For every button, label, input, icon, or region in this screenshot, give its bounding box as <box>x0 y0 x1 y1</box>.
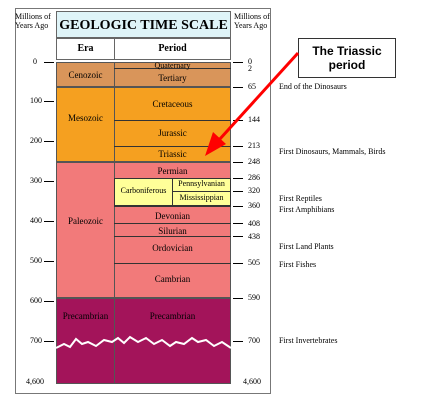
divider-triassic <box>114 146 231 147</box>
divider-quaternary <box>114 68 231 69</box>
left-tick-100 <box>44 101 54 102</box>
right-tick-65 <box>233 87 243 88</box>
left-tick-label-0: 0 <box>33 57 37 66</box>
right-tick-label-4600: 4,600 <box>243 377 261 386</box>
right-tick-label-65: 65 <box>248 82 256 91</box>
diagram-title: GEOLOGIC TIME SCALE <box>56 11 231 38</box>
era-mesozoic <box>56 87 115 162</box>
right-tick-213 <box>233 146 243 147</box>
right-tick-360 <box>233 206 243 207</box>
left-tick-label-400: 400 <box>30 216 42 225</box>
right-tick-label-2: 2 <box>248 64 252 73</box>
left-tick-200 <box>44 141 54 142</box>
divider-cambrian <box>114 263 231 264</box>
right-tick-label-144: 144 <box>248 115 260 124</box>
period-label-cretaceous: Cretaceous <box>152 99 193 109</box>
era-label-precambrian: Precambrian <box>62 311 109 321</box>
event-end-of-dinosaurs: End of the Dinosaurs <box>279 82 347 91</box>
callout-arrow <box>205 51 300 156</box>
left-tick-0 <box>44 62 54 63</box>
event-first-invertebrates: First Invertebrates <box>279 336 338 345</box>
period-label-triassic: Triassic <box>158 149 187 159</box>
left-tick-700 <box>44 341 54 342</box>
left-tick-400 <box>44 221 54 222</box>
right-tick-label-408: 408 <box>248 219 260 228</box>
right-tick-408 <box>233 223 243 224</box>
period-label-precambrian: Precambrian <box>149 311 196 321</box>
left-tick-500 <box>44 261 54 262</box>
period-label-mississippian: Mississippian <box>179 193 224 202</box>
period-label-ordovician: Ordovician <box>152 243 193 253</box>
right-tick-248 <box>233 162 243 163</box>
right-tick-label-505: 505 <box>248 258 260 267</box>
left-tick-300 <box>44 181 54 182</box>
period-label-cambrian: Cambrian <box>154 274 191 284</box>
period-label-silurian: Silurian <box>158 226 187 236</box>
right-tick-label-438: 438 <box>248 232 260 241</box>
left-tick-label-300: 300 <box>30 176 42 185</box>
period-column-header: Period <box>114 38 231 60</box>
right-tick-label-213: 213 <box>248 141 260 150</box>
right-tick-0 <box>233 62 243 63</box>
right-tick-label-360: 360 <box>248 201 260 210</box>
time-break-zigzag <box>56 335 231 349</box>
mississippian-box <box>172 191 231 206</box>
right-tick-label-700: 700 <box>248 336 260 345</box>
left-tick-label-700: 700 <box>30 336 42 345</box>
right-axis-label: Millions of Years Ago <box>234 12 270 30</box>
divider-jurassic <box>114 120 231 121</box>
event-first-land-plants: First Land Plants <box>279 242 334 251</box>
event-first-dinosaurs-mammals-birds: First Dinosaurs, Mammals, Birds <box>279 147 386 156</box>
period-label-jurassic: Jurassic <box>158 128 187 138</box>
left-tick-600 <box>44 301 54 302</box>
left-tick-label-100: 100 <box>30 96 42 105</box>
right-tick-label-286: 286 <box>248 173 260 182</box>
divider-ordovician <box>114 236 231 237</box>
period-label-devonian: Devonian <box>155 211 190 221</box>
triassic-callout: The Triassic period <box>298 38 396 78</box>
period-block-cenozoic <box>114 62 231 87</box>
carboniferous-box <box>114 178 173 206</box>
event-first-fishes: First Fishes <box>279 260 317 269</box>
period-label-carboniferous: Carboniferous <box>120 186 167 195</box>
period-label-permian: Permian <box>157 166 188 176</box>
left-tick-label-4600: 4,600 <box>26 377 44 386</box>
event-first-reptiles: First Reptiles <box>279 194 322 203</box>
event-first-amphibians: First Amphibians <box>279 205 335 214</box>
right-tick-505 <box>233 263 243 264</box>
right-tick-label-590: 590 <box>248 293 260 302</box>
right-tick-label-0: 0 <box>248 57 252 66</box>
period-label-tertiary: Tertiary <box>158 73 187 83</box>
left-tick-label-600: 600 <box>30 296 42 305</box>
divider-devonian <box>114 206 231 207</box>
right-tick-700 <box>233 341 243 342</box>
left-tick-label-500: 500 <box>30 256 42 265</box>
period-label-pennsylvanian: Pennsylvanian <box>178 179 225 188</box>
era-label-cenozoic: Cenozoic <box>68 70 103 80</box>
era-column-header: Era <box>56 38 115 60</box>
era-label-mesozoic: Mesozoic <box>68 113 103 123</box>
right-tick-590 <box>233 298 243 299</box>
right-tick-320 <box>233 191 243 192</box>
period-label-quaternary: Quaternary <box>154 61 191 70</box>
callout-line-2: period <box>328 58 366 72</box>
divider-silurian <box>114 223 231 224</box>
callout-line-1: The Triassic <box>312 44 382 58</box>
right-tick-label-248: 248 <box>248 157 260 166</box>
era-paleozoic <box>56 162 115 298</box>
right-tick-286 <box>233 178 243 179</box>
right-tick-438 <box>233 236 243 237</box>
era-label-paleozoic: Paleozoic <box>68 216 103 226</box>
right-tick-label-320: 320 <box>248 186 260 195</box>
left-tick-label-200: 200 <box>30 136 42 145</box>
left-axis-label: Millions of Years Ago <box>15 12 51 30</box>
